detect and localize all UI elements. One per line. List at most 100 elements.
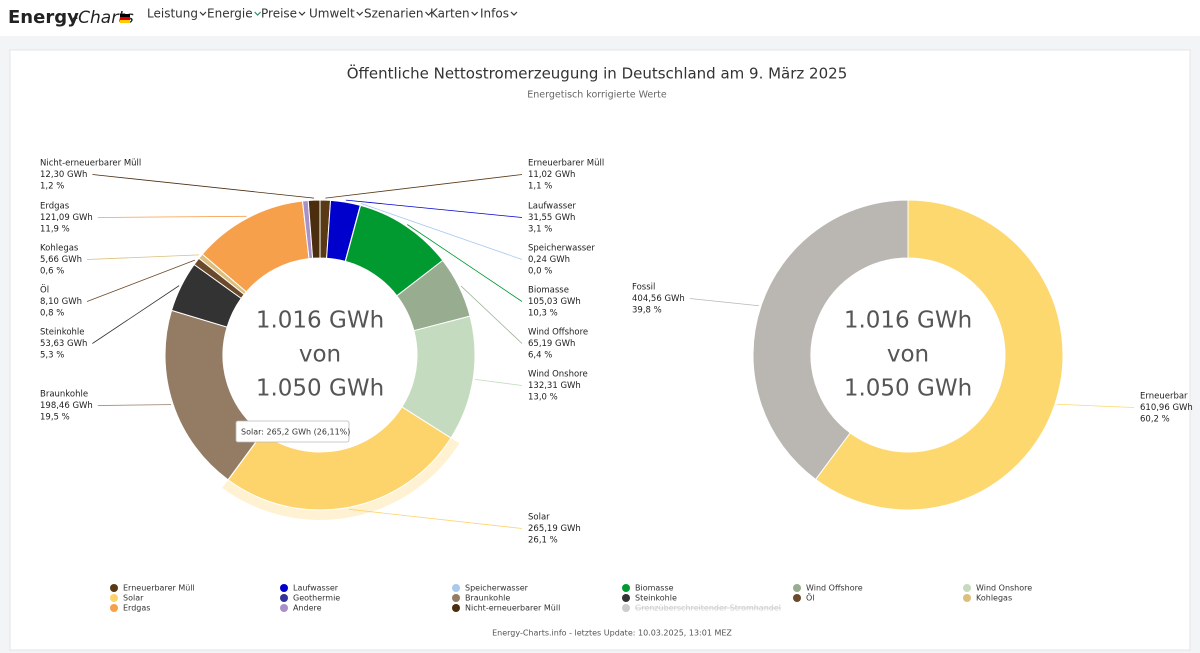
slice [752, 199, 909, 481]
label-value: 8,10 GWh [40, 297, 82, 307]
menu-item[interactable]: Infos [480, 7, 509, 21]
menu-item[interactable]: Szenarien [364, 7, 424, 21]
legend-marker [280, 604, 288, 612]
label-percent: 0,6 % [40, 267, 64, 277]
label-value: 53,63 GWh [40, 339, 87, 349]
menu-chevron [510, 11, 518, 16]
label-percent: 10,3 % [528, 309, 558, 319]
legend-label[interactable]: Öl [806, 593, 815, 603]
legend-label[interactable]: Andere [293, 604, 322, 613]
legend-marker [793, 584, 801, 592]
legend-label[interactable]: Geothermie [293, 594, 340, 603]
legend-label[interactable]: Steinkohle [635, 594, 677, 603]
center-text: 1.050 GWh [844, 376, 972, 402]
flag [120, 14, 130, 23]
legend-label[interactable]: Nicht-erneuerbarer Müll [465, 604, 560, 613]
legend-marker [110, 584, 118, 592]
legend-label[interactable]: Erneuerbarer Müll [123, 584, 195, 593]
label-percent: 0,0 % [528, 267, 552, 277]
navbar [0, 0, 1200, 36]
leader-line [348, 508, 523, 529]
label-value: 121,09 GWh [40, 213, 93, 223]
label-name: Nicht-erneuerbarer Müll [40, 159, 141, 169]
label-value: 65,19 GWh [528, 339, 575, 349]
label-name: Öl [40, 285, 49, 296]
menu-item[interactable]: Umwelt [309, 7, 355, 21]
label-percent: 39,8 % [632, 306, 662, 316]
label-percent: 3,1 % [528, 225, 552, 235]
legend-label[interactable]: Speicherwasser [465, 584, 529, 593]
leader-line [86, 259, 196, 302]
slice [307, 199, 321, 259]
legend-marker [452, 584, 460, 592]
slice [227, 406, 452, 511]
menu-item[interactable]: Leistung [147, 7, 198, 21]
label-percent: 5,3 % [40, 351, 64, 361]
leader-line [460, 285, 523, 344]
logo-suffix[interactable]: -Charts [72, 8, 134, 28]
label-percent: 19,5 % [40, 413, 70, 423]
legend-label[interactable]: Kohlegas [976, 594, 1012, 603]
label-percent: 60,2 % [1140, 415, 1170, 425]
legend-marker [963, 584, 971, 592]
legend-label[interactable]: Braunkohle [465, 594, 510, 603]
logo[interactable]: Energy [8, 7, 79, 28]
leader-line [325, 174, 523, 199]
label-name: Erdgas [40, 202, 70, 212]
legend-marker [452, 594, 460, 602]
label-value: 105,03 GWh [528, 297, 581, 307]
label-name: Wind Onshore [528, 370, 588, 380]
label-name: Erneuerbarer Müll [528, 159, 604, 169]
footer: Energy-Charts.info - letztes Update: 10.… [492, 629, 732, 638]
label-value: 0,24 GWh [528, 255, 570, 265]
center-text: 1.016 GWh [256, 308, 384, 334]
leader-line [345, 199, 523, 218]
leader-line [1057, 403, 1135, 408]
label-value: 31,55 GWh [528, 213, 575, 223]
leader-line [407, 224, 523, 302]
tooltip-box [235, 420, 350, 443]
label-value: 12,30 GWh [40, 170, 87, 180]
label-value: 610,96 GWh [1140, 403, 1193, 413]
label-percent: 1,2 % [40, 182, 64, 192]
chart-subtitle: Energetisch korrigierte Werte [527, 90, 667, 101]
label-value: 198,46 GWh [40, 401, 93, 411]
label-percent: 1,1 % [528, 182, 552, 192]
legend-marker [110, 604, 118, 612]
legend-marker [110, 594, 118, 602]
label-percent: 6,4 % [528, 351, 552, 361]
label-name: Laufwasser [528, 202, 576, 212]
menu-chevron [425, 11, 432, 16]
label-value: 404,56 GWh [632, 294, 685, 304]
leader-line [689, 298, 759, 307]
menu-item[interactable]: Karten [430, 7, 470, 21]
legend-marker [622, 604, 630, 612]
chart-title: Öffentliche Nettostromerzeugung in Deuts… [347, 64, 848, 83]
label-name: Biomasse [528, 286, 569, 296]
legend-label[interactable]: Wind Onshore [976, 584, 1032, 593]
center-text: 1.016 GWh [844, 308, 972, 334]
legend-label[interactable]: Erdgas [123, 604, 150, 613]
label-value: 132,31 GWh [528, 381, 581, 391]
label-name: Erneuerbar [1140, 392, 1188, 402]
tooltip: Solar: 265,2 GWh (26,11%) [235, 420, 350, 443]
center-text: 1.050 GWh [256, 376, 384, 402]
legend-label[interactable]: Laufwasser [293, 584, 339, 593]
legend-marker [622, 584, 630, 592]
menu-item[interactable]: Preise [261, 7, 297, 21]
legend-marker [793, 594, 801, 602]
label-percent: 11,9 % [40, 225, 70, 235]
legend-label[interactable]: Wind Offshore [806, 584, 863, 593]
legend-marker [280, 594, 288, 602]
legend-label[interactable]: Biomasse [635, 584, 674, 593]
center-text: von [299, 342, 341, 368]
leader-line [475, 378, 523, 386]
menu-chevron [356, 11, 364, 16]
legend-marker [452, 604, 460, 612]
label-value: 265,19 GWh [528, 524, 581, 534]
legend-label[interactable]: Solar [123, 594, 144, 603]
label-name: Speicherwasser [528, 244, 595, 254]
menu-item[interactable]: Energie [207, 7, 253, 21]
label-name: Braunkohle [40, 390, 88, 400]
